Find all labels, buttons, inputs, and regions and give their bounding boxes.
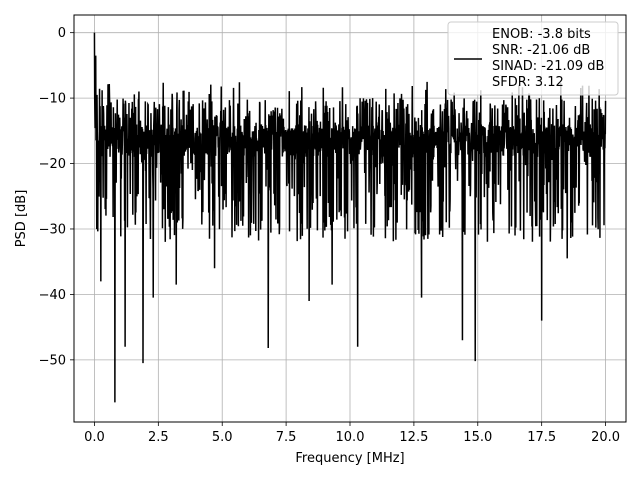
legend-box xyxy=(447,21,619,96)
x-tick-label: 2.5 xyxy=(148,430,169,445)
y-tick-label: −10 xyxy=(39,92,66,107)
x-tick-label: 15.0 xyxy=(463,430,492,445)
x-tick-label: 0.0 xyxy=(84,430,105,445)
legend-label: SINAD: -21.09 dB xyxy=(492,59,604,74)
y-tick-label: −30 xyxy=(39,222,66,237)
legend-label: ENOB: -3.8 bits xyxy=(492,27,591,42)
y-tick-label: −40 xyxy=(39,288,66,303)
legend-label: SFDR: 3.12 xyxy=(492,75,564,90)
y-axis: 0 −10 −20 −30 −40 −50 xyxy=(39,26,74,368)
y-tick-label: −20 xyxy=(39,157,66,172)
x-tick-label: 7.5 xyxy=(276,430,297,445)
psd-series-line xyxy=(93,32,607,403)
x-tick-label: 12.5 xyxy=(399,430,428,445)
x-tick-label: 17.5 xyxy=(527,430,556,445)
x-tick-label: 20.0 xyxy=(591,430,620,445)
y-tick-label: 0 xyxy=(58,26,66,41)
x-axis-label: Frequency [MHz] xyxy=(295,451,404,466)
x-tick-label: 10.0 xyxy=(336,430,365,445)
y-tick-label: −50 xyxy=(39,353,66,368)
legend-label: SNR: -21.06 dB xyxy=(492,43,590,58)
y-axis-label: PSD [dB] xyxy=(14,190,29,248)
x-axis: 0.0 2.5 5.0 7.5 10.0 12.5 15.0 17.5 20.0 xyxy=(84,422,620,445)
series-area xyxy=(93,32,607,403)
x-tick-label: 5.0 xyxy=(212,430,233,445)
